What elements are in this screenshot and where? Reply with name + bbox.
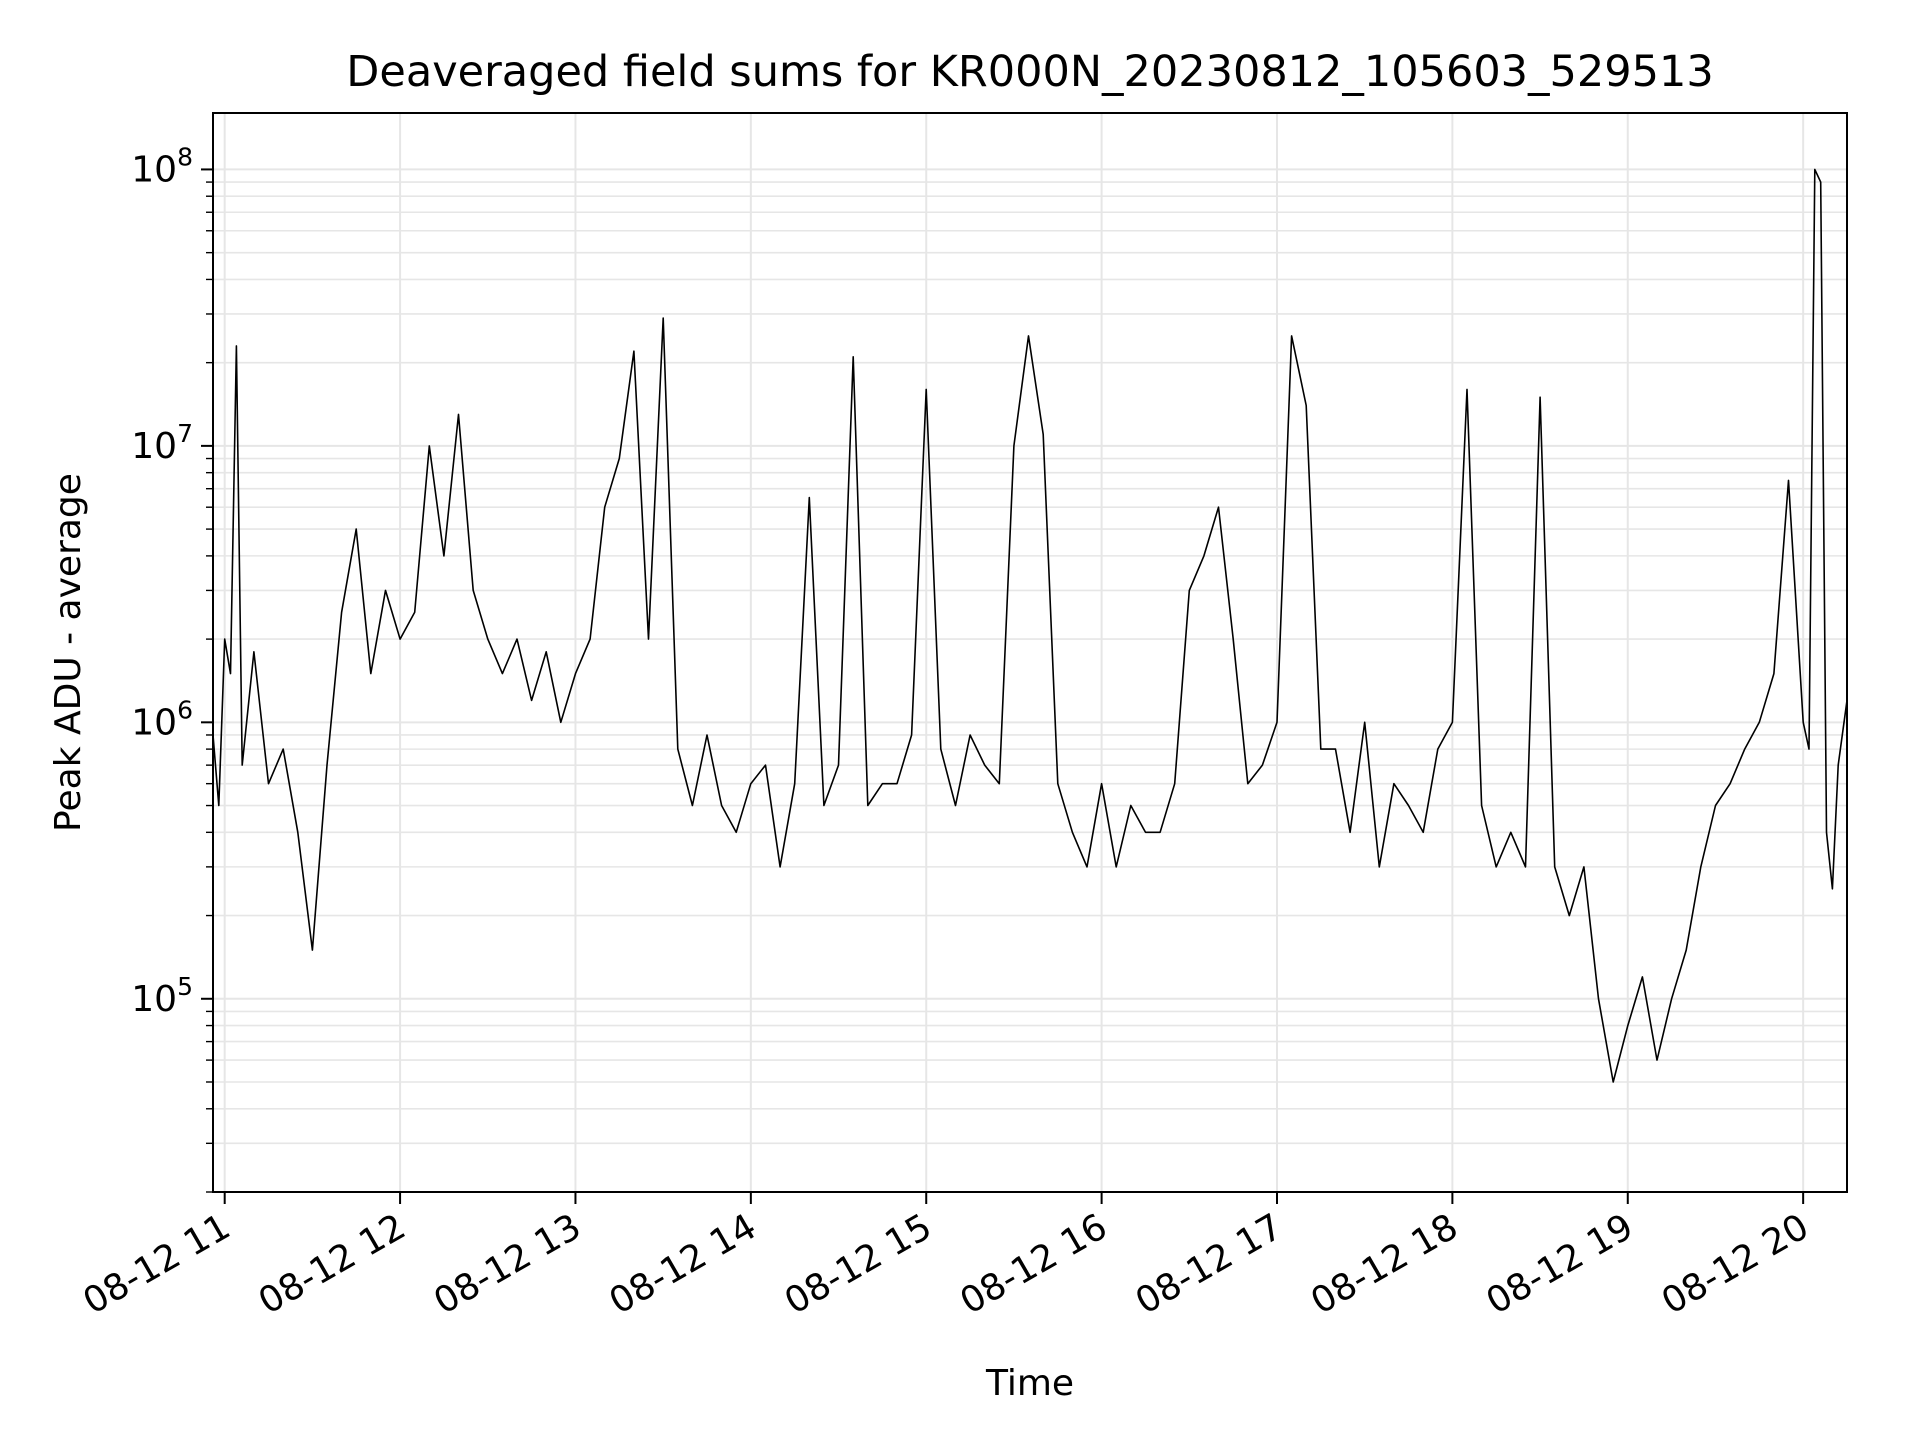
series-layer (212, 168, 1848, 1083)
chart-title: Deaveraged field sums for KR000N_2023081… (346, 47, 1713, 97)
grid-layer (213, 113, 1847, 1193)
plot-area-frame (212, 112, 1848, 1193)
x-axis-label: Time (985, 1363, 1074, 1404)
y-tick-label: 106 (131, 695, 193, 743)
y-tick-label: 105 (131, 972, 193, 1020)
y-tick-label: 107 (131, 419, 193, 467)
y-tick-label: 108 (131, 142, 193, 190)
series-line (212, 168, 1848, 1083)
y-axis-label: Peak ADU - average (48, 473, 89, 832)
